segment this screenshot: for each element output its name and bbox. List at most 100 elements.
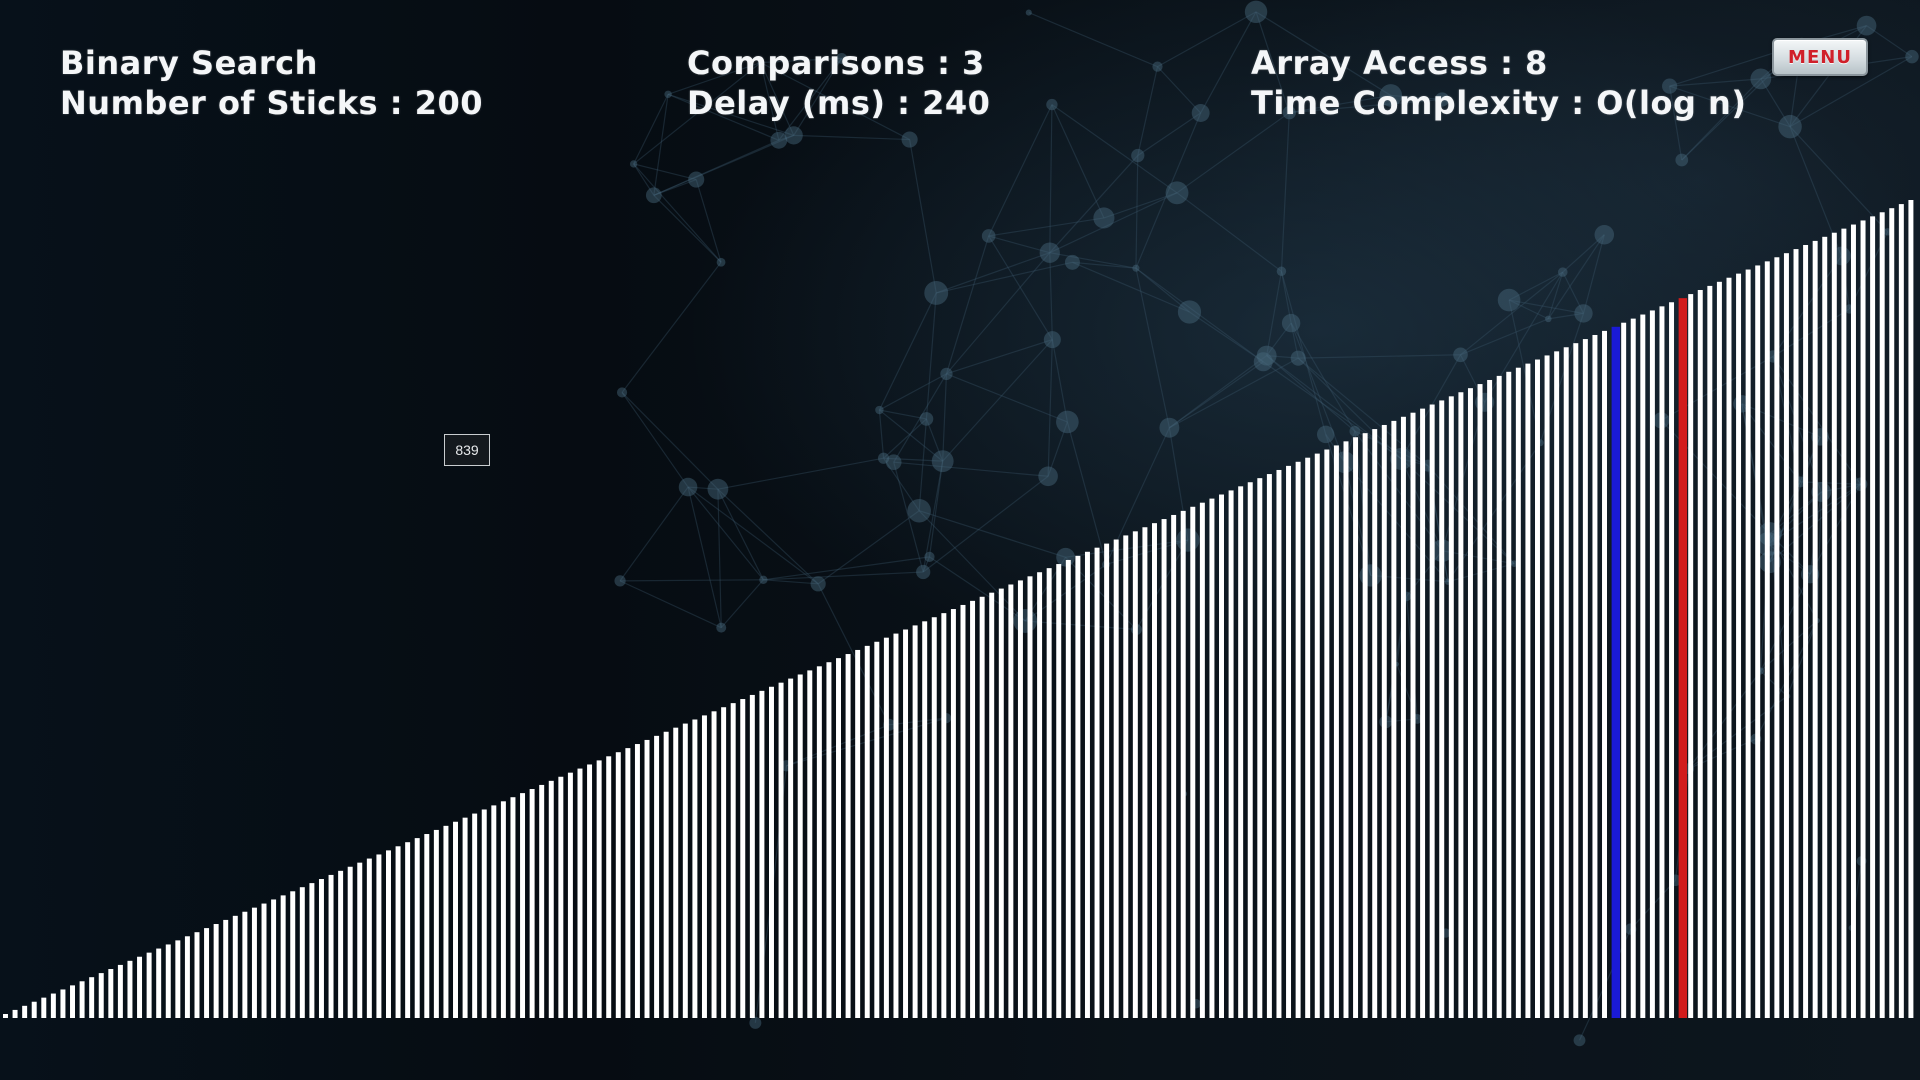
stick xyxy=(156,948,162,1018)
stick xyxy=(711,711,717,1018)
stick xyxy=(1084,551,1090,1018)
stick xyxy=(1458,392,1464,1018)
stick xyxy=(453,821,458,1018)
stick xyxy=(1793,249,1799,1019)
stick xyxy=(1841,228,1847,1018)
stick xyxy=(1400,416,1406,1018)
stick xyxy=(721,707,727,1018)
stick xyxy=(769,686,774,1018)
stick xyxy=(759,690,765,1018)
stick xyxy=(366,858,372,1018)
stick xyxy=(1180,510,1186,1018)
stick xyxy=(941,613,947,1018)
stick xyxy=(625,748,631,1018)
stick xyxy=(137,956,143,1018)
stick xyxy=(1017,580,1023,1018)
stick xyxy=(1199,502,1205,1018)
stick-current-low xyxy=(1611,326,1621,1018)
stick xyxy=(491,805,497,1018)
stick xyxy=(1362,433,1368,1018)
stick xyxy=(232,915,238,1018)
stick xyxy=(1889,208,1895,1018)
stick xyxy=(41,997,47,1018)
stick xyxy=(1525,363,1531,1018)
stick xyxy=(1745,269,1751,1018)
stick xyxy=(1831,232,1837,1019)
stick xyxy=(663,731,669,1018)
stick xyxy=(903,629,909,1018)
stick xyxy=(1535,359,1540,1018)
stick xyxy=(443,825,449,1018)
stick xyxy=(108,969,114,1018)
stick xyxy=(998,588,1004,1018)
stick xyxy=(1477,384,1483,1018)
stick xyxy=(1353,437,1359,1018)
stick xyxy=(836,658,841,1018)
menu-button-label: MENU xyxy=(1788,46,1852,68)
stick xyxy=(472,813,478,1018)
stick xyxy=(1850,224,1856,1019)
stick xyxy=(146,952,152,1018)
stick xyxy=(1563,347,1569,1018)
stick xyxy=(1515,367,1521,1019)
stick xyxy=(1333,445,1339,1018)
stick xyxy=(1879,212,1885,1018)
stick xyxy=(979,596,985,1018)
stick xyxy=(922,621,928,1018)
stick xyxy=(1075,555,1081,1018)
stick xyxy=(280,895,286,1018)
stick xyxy=(1736,273,1742,1018)
time-complexity-label: Time Complexity : O(log n) xyxy=(1251,84,1747,122)
stick xyxy=(1630,318,1636,1018)
stick xyxy=(1266,474,1272,1018)
stick xyxy=(634,744,640,1018)
stick xyxy=(1056,564,1062,1018)
stick xyxy=(213,924,219,1018)
stick xyxy=(414,838,420,1018)
stick xyxy=(1822,236,1828,1018)
stick xyxy=(788,678,794,1018)
stick xyxy=(1755,265,1761,1018)
stick xyxy=(271,899,277,1018)
stick xyxy=(1123,535,1129,1018)
stick xyxy=(347,866,353,1018)
stick xyxy=(175,940,181,1018)
stick xyxy=(1391,420,1397,1018)
stick xyxy=(529,789,535,1018)
stick xyxy=(1238,486,1244,1019)
stick xyxy=(1592,334,1598,1019)
stick xyxy=(1276,469,1282,1019)
stick xyxy=(1008,584,1014,1018)
stick xyxy=(1142,527,1148,1018)
stick xyxy=(1219,494,1224,1018)
stats-middle: Comparisons : 3 Delay (ms) : 240 xyxy=(687,43,990,123)
stick xyxy=(797,674,803,1018)
stick xyxy=(481,809,487,1018)
stick xyxy=(242,911,248,1018)
stick xyxy=(558,776,564,1018)
stick xyxy=(883,637,889,1018)
stick xyxy=(749,694,755,1018)
stick xyxy=(1037,572,1043,1018)
stick xyxy=(520,793,526,1018)
stick xyxy=(328,874,334,1018)
stick xyxy=(548,780,554,1018)
stick xyxy=(1602,330,1607,1018)
stick xyxy=(1190,506,1196,1018)
stick xyxy=(1439,400,1445,1018)
algorithm-name: Binary Search xyxy=(60,44,318,82)
menu-button[interactable]: MENU xyxy=(1772,38,1868,76)
stick xyxy=(510,797,516,1018)
stick xyxy=(577,768,583,1018)
stick xyxy=(864,645,870,1018)
stick xyxy=(462,817,468,1018)
stick xyxy=(874,641,880,1018)
stick xyxy=(318,879,324,1018)
stick xyxy=(1286,465,1292,1018)
stats-right: Array Access : 8 Time Complexity : O(log… xyxy=(1251,43,1746,123)
stick xyxy=(855,649,861,1018)
stick xyxy=(184,936,190,1018)
stick xyxy=(1640,314,1646,1018)
stick xyxy=(299,887,305,1018)
stick xyxy=(950,609,956,1018)
